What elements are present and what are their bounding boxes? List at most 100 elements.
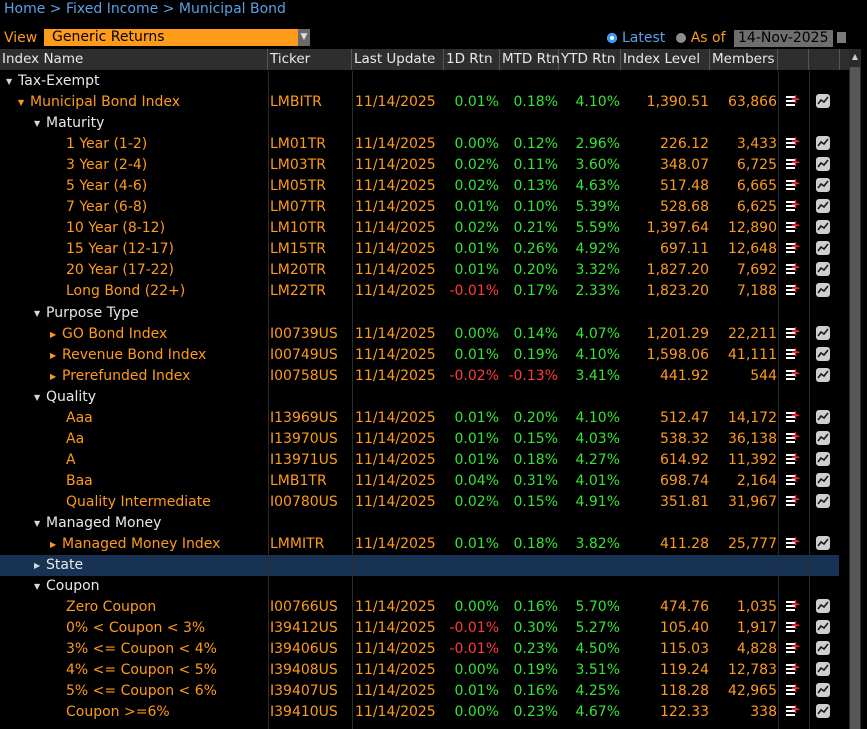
table-row[interactable]: ▶ Managed Money Index LMMITR 11/14/2025 0.01… (0, 534, 839, 556)
index-name-cell[interactable]: ▶ State (0, 555, 268, 576)
table-row[interactable]: Quality Intermediate I00780US 11/14/2025 0.… (0, 491, 839, 513)
add-to-list-button[interactable]: + (780, 492, 806, 513)
chart-button[interactable] (810, 366, 836, 387)
chart-button[interactable] (810, 155, 836, 176)
index-name-cell[interactable]: 3% <= Coupon < 4% (0, 639, 268, 660)
scroll-thumb[interactable] (850, 67, 860, 729)
table-row[interactable]: 5% <= Coupon < 6% I39407US 11/14/2025 0.01%… (0, 681, 839, 703)
col-members[interactable]: Members (710, 49, 778, 70)
ticker-cell[interactable]: LM05TR (270, 178, 326, 195)
index-name-cell[interactable]: Quality Intermediate (0, 492, 268, 513)
index-name-cell[interactable]: 7 Year (6-8) (0, 197, 268, 218)
table-row[interactable]: Long Bond (22+) LM22TR 11/14/2025 -0.01% 0.1… (0, 281, 839, 303)
add-to-list-button[interactable]: + (780, 618, 806, 639)
add-to-list-button[interactable]: + (780, 345, 806, 366)
ticker-cell[interactable]: I39407US (270, 683, 338, 700)
scroll-up-icon[interactable]: ▲ (851, 52, 859, 61)
index-name-cell[interactable]: Coupon >=6% (0, 702, 268, 723)
collapse-triangle-icon[interactable]: ▼ (34, 308, 41, 318)
table-row[interactable]: ▶ Revenue Bond Index I00749US 11/14/2025 0.0… (0, 344, 839, 366)
ticker-cell[interactable]: LM22TR (270, 283, 326, 300)
index-name-cell[interactable]: 0% < Coupon < 3% (0, 618, 268, 639)
index-name-cell[interactable]: ▼ Municipal Bond Index (0, 92, 268, 113)
table-row[interactable]: 7 Year (6-8) LM07TR 11/14/2025 0.01% 0.10% 5.… (0, 197, 839, 219)
col-last-update[interactable]: Last Update (352, 49, 444, 70)
add-to-list-button[interactable]: + (780, 324, 806, 345)
latest-radio[interactable] (607, 33, 617, 43)
asof-date-field[interactable]: 14-Nov-2025 (734, 30, 833, 47)
col-1d-rtn[interactable]: 1D Rtn (444, 49, 500, 70)
index-name-cell[interactable]: 4% <= Coupon < 5% (0, 660, 268, 681)
table-row[interactable]: ▼ Managed Money (0, 512, 839, 535)
col-ytd-rtn[interactable]: YTD Rtn (559, 49, 621, 70)
vertical-scrollbar[interactable]: ▲ (849, 49, 861, 729)
chart-button[interactable] (810, 534, 836, 555)
index-name-cell[interactable]: 5% <= Coupon < 6% (0, 681, 268, 702)
chart-button[interactable] (810, 134, 836, 155)
chart-button[interactable] (810, 281, 836, 302)
ticker-cell[interactable]: I00780US (270, 493, 338, 510)
table-row[interactable]: 15 Year (12-17) LM15TR 11/14/2025 0.01% 0.26… (0, 239, 839, 261)
expand-triangle-icon[interactable]: ▶ (50, 350, 57, 360)
add-to-list-button[interactable]: + (780, 176, 806, 197)
index-name-cell[interactable]: ▼ Maturity (0, 113, 268, 134)
add-to-list-button[interactable]: + (780, 660, 806, 681)
chart-button[interactable] (810, 239, 836, 260)
ticker-cell[interactable]: LM15TR (270, 241, 326, 258)
index-name-cell[interactable]: ▶ Managed Money Index (0, 534, 268, 555)
expand-triangle-icon[interactable]: ▶ (34, 561, 41, 571)
table-row[interactable]: 3% <= Coupon < 4% I39406US 11/14/2025 -0.01… (0, 639, 839, 661)
chart-button[interactable] (810, 450, 836, 471)
add-to-list-button[interactable]: + (780, 239, 806, 260)
table-row[interactable]: ▼ Municipal Bond Index LMBITR 11/14/2025 0.0… (0, 92, 839, 114)
table-row[interactable]: ▼ Coupon (0, 576, 839, 598)
table-row[interactable]: Baa LMB1TR 11/14/2025 0.04% 0.31% 4.01% 698.74… (0, 470, 839, 492)
ticker-cell[interactable]: I00749US (270, 346, 338, 363)
table-row[interactable]: 5 Year (4-6) LM05TR 11/14/2025 0.02% 0.13% 4.… (0, 176, 839, 198)
col-index-level[interactable]: Index Level (621, 49, 710, 70)
expand-triangle-icon[interactable]: ▶ (50, 371, 57, 381)
chevron-down-icon[interactable]: ▼ (298, 29, 310, 46)
add-to-list-button[interactable]: + (780, 429, 806, 450)
collapse-triangle-icon[interactable]: ▼ (34, 582, 41, 592)
ticker-cell[interactable]: LM10TR (270, 220, 326, 237)
chart-button[interactable] (810, 408, 836, 429)
collapse-triangle-icon[interactable]: ▼ (34, 518, 41, 528)
index-name-cell[interactable]: Zero Coupon (0, 597, 268, 618)
table-row[interactable]: 0% < Coupon < 3% I39412US 11/14/2025 -0.01%… (0, 618, 839, 640)
index-name-cell[interactable]: ▼ Managed Money (0, 513, 268, 534)
ticker-cell[interactable]: I00766US (270, 599, 338, 616)
add-to-list-button[interactable]: + (780, 92, 806, 113)
calendar-icon[interactable] (836, 32, 846, 43)
add-to-list-button[interactable]: + (780, 639, 806, 660)
chart-button[interactable] (810, 176, 836, 197)
add-to-list-button[interactable]: + (780, 218, 806, 239)
asof-radio[interactable] (675, 33, 686, 43)
collapse-triangle-icon[interactable]: ▼ (34, 119, 41, 129)
add-to-list-button[interactable]: + (780, 471, 806, 492)
chart-button[interactable] (810, 492, 836, 513)
breadcrumb-fixed-income[interactable]: Fixed Income (65, 1, 159, 17)
table-row[interactable]: Coupon >=6% I39410US 11/14/2025 0.00% 0.23% 4… (0, 702, 839, 724)
chart-button[interactable] (810, 429, 836, 450)
index-name-cell[interactable]: ▼ Coupon (0, 576, 268, 597)
add-to-list-button[interactable]: + (780, 155, 806, 176)
chart-button[interactable] (810, 639, 836, 660)
index-name-cell[interactable]: Aa (0, 429, 268, 450)
table-row[interactable]: Aa I13970US 11/14/2025 0.01% 0.15% 4.03% 538.3… (0, 428, 839, 450)
table-row[interactable]: ▶ State (0, 555, 839, 577)
col-ticker[interactable]: Ticker (268, 49, 352, 70)
index-name-cell[interactable]: ▼ Tax-Exempt (0, 71, 268, 92)
index-name-cell[interactable]: ▶ Prerefunded Index (0, 366, 268, 387)
table-row[interactable]: 3 Year (2-4) LM03TR 11/14/2025 0.02% 0.11% 3.… (0, 155, 839, 177)
add-to-list-button[interactable]: + (780, 260, 806, 281)
index-name-cell[interactable]: Baa (0, 471, 268, 492)
add-to-list-button[interactable]: + (780, 534, 806, 555)
chart-button[interactable] (810, 345, 836, 366)
add-to-list-button[interactable]: + (780, 281, 806, 302)
collapse-triangle-icon[interactable]: ▼ (34, 392, 41, 402)
breadcrumb-home[interactable]: Home (4, 1, 46, 17)
chart-button[interactable] (810, 218, 836, 239)
expand-triangle-icon[interactable]: ▶ (50, 540, 57, 550)
asof-label[interactable]: As of (690, 30, 726, 46)
